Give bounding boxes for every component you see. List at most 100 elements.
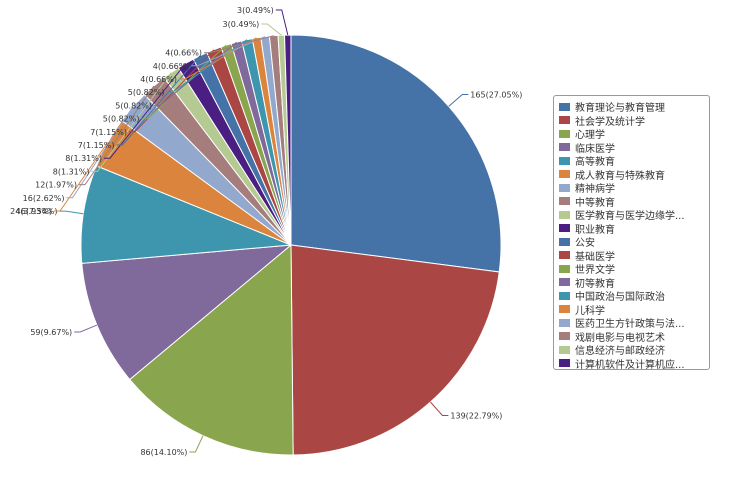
legend-item[interactable]: 高等教育 [559,154,705,168]
legend-item[interactable]: 医学教育与医学边缘学... [559,208,705,222]
legend-item[interactable]: 基础医学 [559,249,705,262]
legend-label: 中等教育 [575,197,615,208]
legend-swatch [559,197,570,206]
data-label: 16(2.62%) [23,194,65,203]
legend-swatch [559,332,570,341]
legend-label: 教育理论与教育管理 [575,103,665,114]
legend-swatch [559,291,570,300]
legend-label: 计算机软件及计算机应... [575,359,685,370]
data-label: 3(0.49%) [237,6,274,15]
data-label: 165(27.05%) [470,91,522,100]
legend-swatch [559,116,570,125]
data-label: 8(1.31%) [65,154,102,163]
legend-swatch [559,251,570,260]
data-label: 5(0.82%) [128,88,165,97]
leader-line [66,106,134,199]
pie-slice[interactable] [80,165,292,264]
legend-item[interactable]: 医药卫生方针政策与法... [559,316,705,330]
leader-line [79,85,155,186]
legend-item[interactable]: 精神病学 [559,181,705,195]
legend-swatch [559,183,570,192]
legend-label: 公安 [575,238,595,249]
legend-swatch [559,359,570,368]
legend-label: 职业教育 [575,224,615,235]
data-label: 3(0.49%) [223,20,260,29]
legend-item[interactable]: 信息经济与邮政经济 [559,343,705,357]
leader-line [154,41,237,106]
legend-swatch [559,278,570,287]
legend-label: 信息经济与邮政经济 [575,346,665,357]
data-label: 8(1.31%) [53,167,90,176]
data-label: 139(22.79%) [450,412,502,421]
data-label: 24(3.93%) [10,207,52,216]
data-label: 86(14.10%) [140,448,187,457]
legend-swatch [559,224,570,233]
legend-item[interactable]: 临床医学 [559,141,705,154]
data-label: 4(0.66%) [140,75,177,84]
legend-label: 世界文学 [575,265,615,276]
legend-swatch [559,129,570,138]
data-label: 46(7.54%) [16,207,58,216]
leader-line [54,142,109,212]
pie-slice[interactable] [290,244,500,456]
legend-label: 心理学 [575,130,605,141]
leader-line [74,324,98,333]
legend-label: 中国政治与国际政治 [575,292,665,303]
leader-line [191,36,266,67]
data-label: 5(0.82%) [115,101,152,110]
legend-label: 戏剧电影与电视艺术 [575,332,665,343]
data-label: 4(0.66%) [153,62,190,71]
legend-item[interactable]: 社会学及统计学 [559,114,705,127]
data-label: 59(9.67%) [30,328,72,337]
pie-slice[interactable] [129,243,294,456]
data-label: 4(0.66%) [165,49,202,58]
leader-line [275,9,289,36]
legend-item[interactable]: 职业教育 [559,222,705,235]
legend-item[interactable]: 戏剧电影与电视艺术 [559,330,705,343]
legend-label: 初等教育 [575,278,615,289]
data-label: 7(1.15%) [90,128,127,137]
legend-label: 临床医学 [575,143,615,154]
legend-swatch [559,170,570,179]
legend-item[interactable]: 世界文学 [559,262,705,276]
leader-line [91,72,172,172]
legend-swatch [559,210,570,219]
legend-item[interactable]: 中国政治与国际政治 [559,289,705,303]
legend-label: 高等教育 [575,157,615,168]
legend-swatch [559,305,570,314]
legend-swatch [559,102,570,111]
legend-item[interactable]: 计算机软件及计算机应... [559,357,705,370]
pie-slice[interactable] [81,244,293,381]
leader-line [104,62,187,159]
leader-line [179,37,257,80]
leader-line [59,210,84,215]
leader-line [204,35,274,54]
pie-slice[interactable] [290,34,502,273]
legend-label: 医学教育与医学边缘学... [575,211,685,222]
leader-line [116,55,201,146]
legend-swatch [559,345,570,354]
leader-line [141,44,227,120]
legend-label: 精神病学 [575,184,615,195]
data-label: 12(1.97%) [35,181,77,190]
legend-item[interactable]: 教育理论与教育管理 [559,100,705,114]
legend-label: 社会学及统计学 [575,116,645,127]
legend-item[interactable]: 中等教育 [559,195,705,208]
leader-line [261,23,282,36]
legend-swatch [559,143,570,152]
legend-item[interactable]: 初等教育 [559,276,705,289]
legend-swatch [559,156,570,165]
data-label: 5(0.82%) [103,115,140,124]
data-label: 7(1.15%) [78,141,115,150]
pie-slice[interactable] [283,34,292,246]
legend-swatch [559,264,570,273]
legend-label: 医药卫生方针政策与法... [575,319,685,330]
legend-item[interactable]: 儿科学 [559,303,705,316]
legend-item[interactable]: 公安 [559,235,705,249]
chart-legend: 教育理论与教育管理 社会学及统计学 心理学临床医学高等教育 成人教育与特殊教育精神病学… [553,95,710,370]
legend-item[interactable]: 成人教育与特殊教育 [559,168,705,181]
legend-label: 儿科学 [575,305,605,316]
legend-swatch [559,318,570,327]
legend-item[interactable]: 心理学 [559,127,705,141]
